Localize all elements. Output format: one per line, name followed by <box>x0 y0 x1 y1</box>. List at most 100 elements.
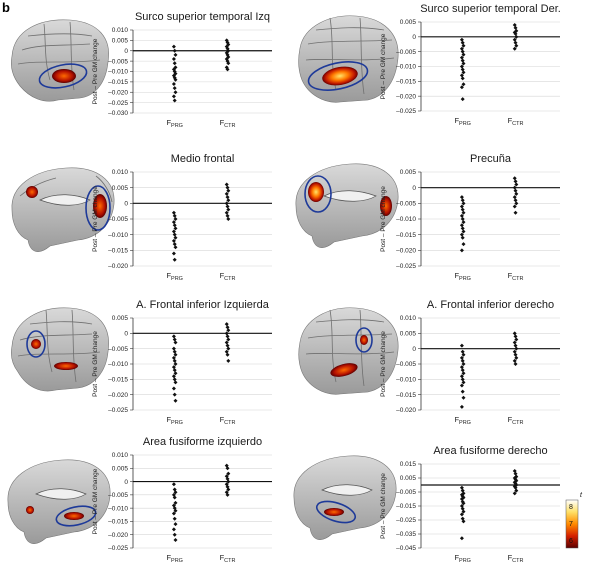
data-point <box>172 98 177 103</box>
data-point <box>172 257 177 262</box>
data-point <box>460 198 465 203</box>
data-point <box>461 82 466 87</box>
y-tick-label: –0.015 <box>396 232 416 239</box>
y-tick-label: –0.005 <box>108 216 128 223</box>
data-point <box>461 201 466 206</box>
y-tick-label: –0.015 <box>108 519 128 526</box>
series-1 <box>459 37 466 102</box>
x-category-label: FPRG <box>454 271 471 282</box>
data-point <box>172 368 177 373</box>
data-point <box>513 485 518 490</box>
data-point <box>459 85 464 90</box>
data-point <box>512 491 517 496</box>
data-point <box>173 245 178 250</box>
y-tick-label: 0 <box>412 34 416 41</box>
data-point <box>459 46 464 51</box>
data-point <box>224 201 229 206</box>
data-point <box>225 352 230 357</box>
y-tick-label: 0.005 <box>400 331 417 338</box>
y-axis-label: Post – Pre GM change <box>92 468 99 534</box>
chart-2: Surco superior temporal Der.0.005 0 –0.005… <box>380 3 561 127</box>
data-point <box>513 179 518 184</box>
data-point <box>512 22 517 27</box>
data-point <box>172 532 177 537</box>
data-point <box>512 37 517 42</box>
series-2 <box>512 469 519 496</box>
data-point <box>224 191 229 196</box>
colorbar-label-8: 8 <box>569 504 573 511</box>
data-point <box>461 380 466 385</box>
data-point <box>512 349 517 354</box>
data-point <box>226 471 231 476</box>
data-point <box>171 346 176 351</box>
y-tick-label: 0.010 <box>112 452 129 459</box>
y-tick-label: –0.020 <box>396 93 416 100</box>
data-point <box>512 204 517 209</box>
y-tick-label: –0.015 <box>396 392 416 399</box>
x-category-label: FCTR <box>220 553 236 564</box>
chart-8: Area fusiforme derecho 0.015 0.005 –0.005 –0… <box>380 445 560 564</box>
colorbar-gradient <box>565 499 579 549</box>
data-point <box>514 201 519 206</box>
data-point <box>171 386 176 391</box>
x-category-label: FPRG <box>166 271 183 282</box>
data-point <box>225 67 230 72</box>
data-point <box>460 235 465 240</box>
chart-title: Medio frontal <box>171 153 235 165</box>
y-tick-label: –0.020 <box>108 89 128 96</box>
y-tick-label: –0.025 <box>108 407 128 414</box>
data-point <box>513 343 518 348</box>
y-tick-label: –0.020 <box>396 248 416 255</box>
data-point <box>514 191 519 196</box>
brain-thumbnail-sts-left <box>10 19 109 102</box>
data-point <box>171 210 176 215</box>
data-point <box>172 86 177 91</box>
data-point <box>461 229 466 234</box>
data-point <box>513 198 518 203</box>
data-point <box>512 358 517 363</box>
y-tick-label: –0.015 <box>108 377 128 384</box>
x-category-label: FPRG <box>166 553 183 564</box>
data-point <box>459 355 464 360</box>
data-point <box>225 334 230 339</box>
data-point <box>172 337 177 342</box>
data-point <box>171 57 176 62</box>
data-point <box>172 48 177 53</box>
brain-thumbnail-fusiform-left <box>7 459 111 544</box>
data-point <box>225 466 230 471</box>
chart-title: A. Frontal inferior Izquierda <box>136 299 270 311</box>
data-point <box>460 377 465 382</box>
data-point <box>460 506 465 511</box>
data-point <box>459 55 464 60</box>
data-point <box>172 358 177 363</box>
data-point <box>173 522 178 527</box>
y-tick-label: 0.005 <box>400 475 417 482</box>
y-tick-label: 0.010 <box>400 315 417 322</box>
series-1 <box>171 44 178 103</box>
data-point <box>171 365 176 370</box>
data-point <box>172 495 177 500</box>
data-point <box>459 365 464 370</box>
data-point <box>226 207 231 212</box>
data-point <box>225 213 230 218</box>
x-category-label: FCTR <box>220 415 236 426</box>
colorbar: t 8 7 6 <box>565 492 583 549</box>
chart-6: A. Frontal inferior derecho 0.010 0.005 0 –0… <box>380 299 560 426</box>
brain-thumbnail-fusiform-right <box>293 455 397 540</box>
data-point <box>514 182 519 187</box>
data-point <box>459 223 464 228</box>
y-tick-label: 0.010 <box>112 27 129 34</box>
data-point <box>172 377 177 382</box>
data-point <box>172 223 177 228</box>
data-point <box>173 398 178 403</box>
colorbar-title: t <box>580 492 583 499</box>
data-point <box>173 380 178 385</box>
data-point <box>226 346 231 351</box>
data-point <box>224 331 229 336</box>
data-point <box>513 31 518 36</box>
data-point <box>460 76 465 81</box>
data-point <box>171 44 176 49</box>
data-point <box>459 343 464 348</box>
data-point <box>173 77 178 82</box>
data-point <box>226 188 231 193</box>
